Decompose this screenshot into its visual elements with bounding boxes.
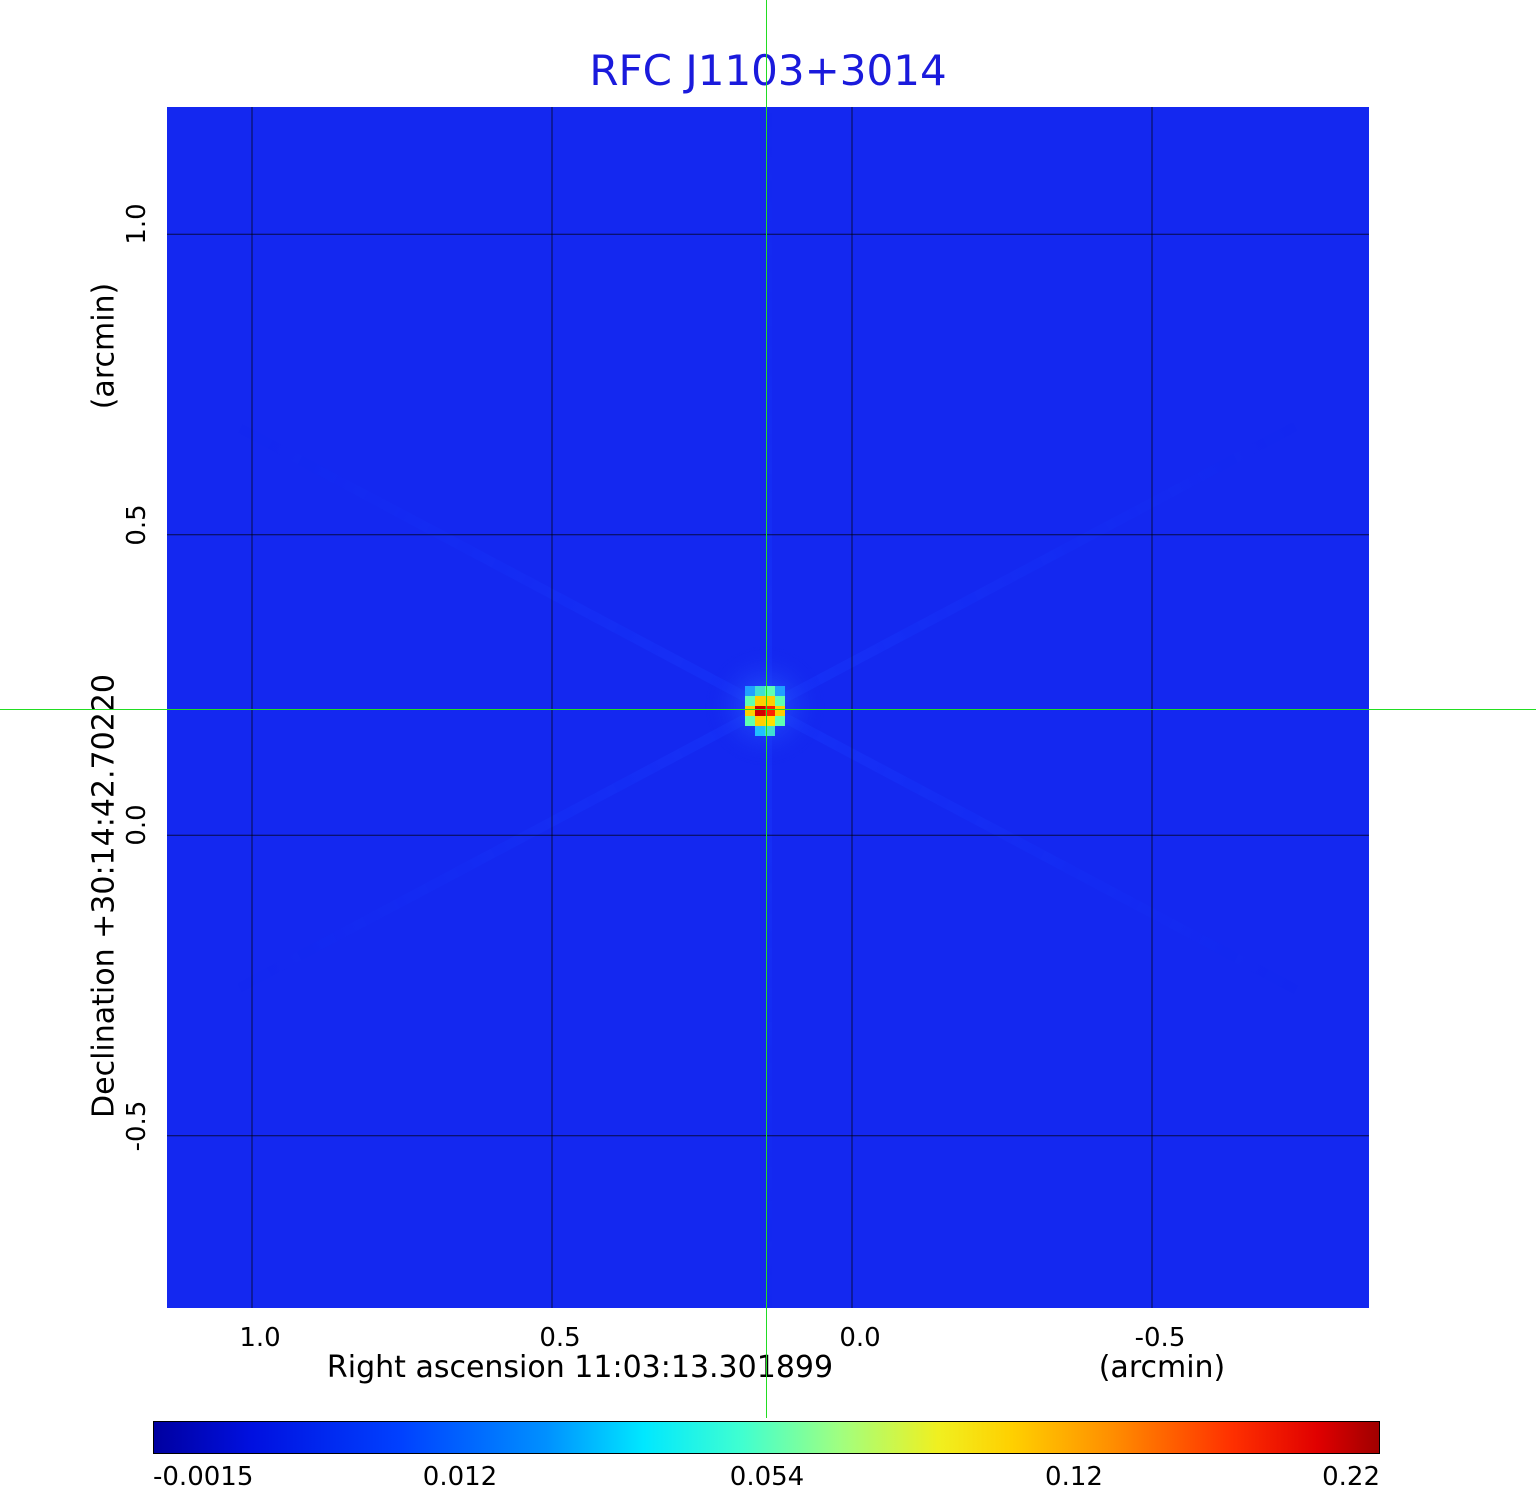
source-pixel: [745, 695, 755, 706]
source-pixel: [745, 715, 755, 726]
radio-map: [165, 105, 1371, 1310]
colorbar-label-2: 0.054: [729, 1462, 805, 1492]
source-pixel: [775, 705, 785, 716]
y-tick-label: 0.5: [122, 504, 152, 546]
map-frame: [165, 105, 1371, 1310]
source-pixel: [765, 685, 775, 696]
x-axis-label: Right ascension 11:03:13.301899: [326, 1350, 834, 1385]
x-tick-label: 0.5: [539, 1323, 581, 1353]
source-pixel: [775, 685, 785, 696]
y-tick-label: 1.0: [122, 203, 152, 245]
colorbar-label-0: -0.0015: [153, 1462, 254, 1492]
source-pixel: [755, 725, 765, 736]
y-axis-label: Declination +30:14:42.70220: [86, 674, 122, 1118]
x-axis-unit: (arcmin): [1098, 1350, 1226, 1385]
radio-source: [745, 685, 785, 736]
source-pixel: [765, 695, 775, 706]
colorbar: [153, 1421, 1380, 1454]
x-tick-label: 0.0: [839, 1323, 881, 1353]
crosshair-horizontal: [0, 709, 1536, 710]
source-pixel: [775, 695, 785, 706]
coordinate-grid: [165, 105, 1371, 1310]
x-tick-label: 1.0: [239, 1323, 281, 1353]
source-pixel: [755, 695, 765, 706]
source-pixel: [775, 715, 785, 726]
colorbar-label-1: 0.012: [422, 1462, 498, 1492]
source-pixel: [765, 725, 775, 736]
radio-image-panel[interactable]: [165, 105, 1371, 1310]
source-pixel: [755, 685, 765, 696]
source-pixel: [755, 705, 765, 716]
source-pixel: [765, 705, 775, 716]
source-pixel: [745, 685, 755, 696]
y-tick-label: 0.0: [122, 804, 152, 846]
colorbar-label-3: 0.12: [1045, 1462, 1103, 1492]
y-tick-label: -0.5: [122, 1100, 152, 1152]
source-pixel: [745, 705, 755, 716]
source-pixel: [765, 715, 775, 726]
image-title: RFC J1103+3014: [589, 46, 947, 95]
y-axis-unit: (arcmin): [86, 282, 122, 410]
source-pixel: [755, 715, 765, 726]
x-tick-label: -0.5: [1134, 1323, 1186, 1353]
colorbar-label-4: 0.22: [1322, 1462, 1380, 1492]
